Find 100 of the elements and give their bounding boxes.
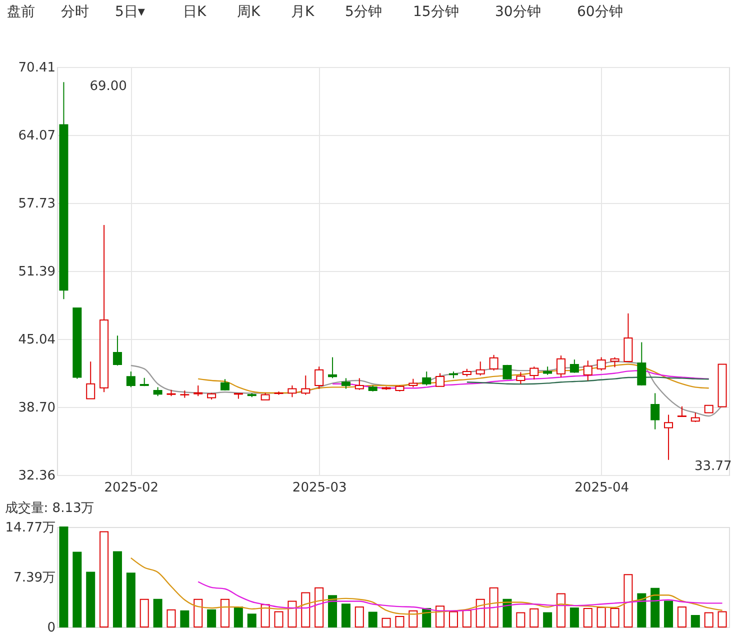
candlestick (690, 412, 700, 423)
bar (596, 607, 606, 628)
bar (543, 612, 552, 628)
bar (476, 598, 485, 628)
candlestick (341, 378, 350, 390)
bar (140, 598, 149, 628)
y-tick-label: 14.77万 (5, 520, 56, 536)
line-series (466, 376, 710, 385)
bar (354, 606, 364, 628)
y-tick-label: 7.39万 (14, 570, 56, 586)
bar (260, 604, 270, 628)
line-series (198, 581, 723, 612)
y-tick-label: 45.04 (18, 332, 56, 348)
bar (690, 615, 700, 628)
bar (153, 598, 162, 628)
bar (100, 531, 109, 628)
candlestick (328, 356, 338, 379)
candlestick (650, 392, 660, 430)
candlestick (516, 372, 526, 384)
candlestick (637, 342, 646, 386)
x-tick-label: 2025-02 (104, 480, 159, 496)
text: 15分钟 (413, 4, 459, 20)
bar (220, 598, 230, 628)
text: 60分钟 (577, 4, 623, 20)
candlestick (194, 384, 203, 397)
annotation: 69.00 (90, 79, 127, 94)
text: 盘前 (7, 4, 35, 20)
candlestick (502, 364, 512, 380)
text: 30分钟 (495, 4, 541, 20)
candlestick (112, 335, 122, 366)
y-tick-label: 51.39 (18, 264, 56, 280)
bar (274, 611, 284, 628)
bar (408, 610, 418, 628)
bar (328, 595, 338, 628)
candlestick (677, 406, 686, 418)
candlestick (436, 372, 445, 387)
bar (677, 606, 686, 628)
bar (395, 616, 404, 628)
candlestick (422, 371, 432, 386)
bar (112, 551, 122, 628)
candlestick (570, 359, 579, 374)
candlestick (610, 356, 620, 368)
bar (194, 598, 203, 628)
bar (516, 612, 526, 628)
y-tick-label: 70.41 (18, 60, 56, 76)
bar (502, 598, 512, 628)
bar (610, 608, 620, 628)
x-tick-label: 2025-04 (574, 480, 629, 496)
bar (718, 611, 727, 628)
text: 月K (291, 4, 315, 20)
y-tick-label: 0 (47, 620, 56, 636)
y-tick-label: 57.73 (18, 196, 56, 212)
bar (59, 526, 68, 628)
line-series (130, 557, 723, 615)
annotation: 33.77 (694, 458, 732, 474)
bar (180, 610, 190, 628)
chart-title: 成交量: 8.13万 (4, 500, 94, 516)
candlestick (314, 366, 324, 390)
candlestick (489, 354, 498, 372)
candlestick (556, 355, 566, 378)
bar (583, 608, 592, 628)
bar (462, 610, 472, 628)
candlestick (354, 378, 364, 390)
candlestick (476, 361, 485, 376)
candlestick (301, 374, 310, 396)
bar (650, 588, 660, 628)
bar (382, 618, 391, 628)
candlestick (596, 356, 606, 372)
bar (570, 607, 579, 628)
candlestick (624, 312, 633, 362)
bar (341, 604, 350, 628)
candlestick (126, 371, 136, 388)
candlestick (583, 360, 592, 382)
bar (86, 572, 96, 628)
bar (489, 587, 498, 628)
bar (166, 609, 176, 628)
bar (72, 552, 82, 628)
bar (556, 593, 566, 628)
text: 周K (237, 4, 261, 20)
bar (624, 574, 633, 628)
text: 5分钟 (345, 4, 382, 20)
bar (247, 614, 256, 628)
candlestick (86, 361, 96, 400)
bar (207, 609, 216, 628)
bar (664, 600, 674, 628)
text: 日K (183, 4, 207, 20)
text: 分时 (61, 4, 89, 20)
text: 5日▾ (115, 4, 145, 20)
bar (314, 587, 324, 628)
y-tick-label: 64.07 (18, 128, 56, 144)
bar (448, 611, 458, 628)
y-tick-label: 38.70 (18, 400, 56, 416)
bar (234, 606, 243, 628)
candlestick (664, 414, 674, 460)
y-tick-label: 32.36 (18, 468, 56, 484)
bar (288, 600, 297, 628)
bar (637, 593, 646, 628)
bar (126, 572, 136, 628)
bar (368, 612, 378, 628)
x-tick-label: 2025-03 (292, 480, 347, 496)
